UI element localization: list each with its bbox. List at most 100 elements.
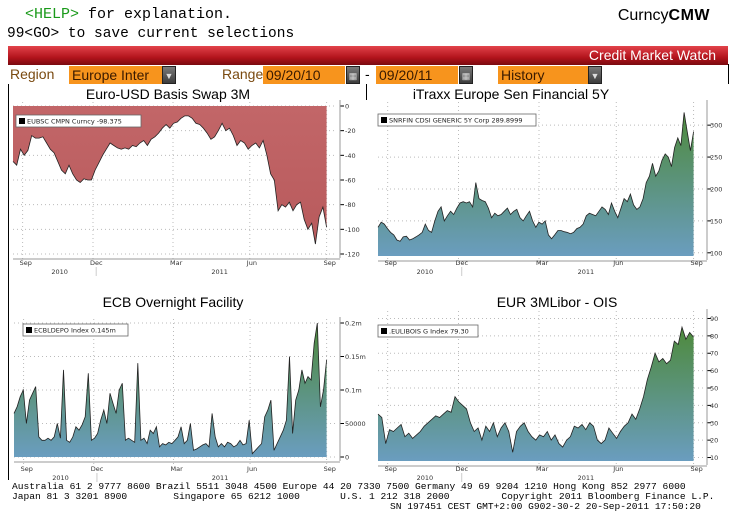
panel-border-left: [8, 84, 9, 480]
y-tick-label: 80: [710, 332, 718, 340]
y-tick-label: 30: [710, 419, 718, 427]
y-tick-label: 300: [710, 122, 722, 130]
panel-divider: [366, 84, 367, 100]
y-tick-label: 0.1m: [345, 387, 362, 395]
y-tick-label: -80: [345, 201, 356, 209]
x-tick-label: Dec: [456, 465, 469, 473]
series-area: [378, 327, 694, 461]
x-tick-label: Mar: [170, 259, 183, 267]
security-type: Curncy: [617, 7, 669, 24]
footer-phones-2: Japan 81 3 3201 8900 Singapore 65 6212 1…: [12, 491, 715, 502]
y-tick-label: 20: [710, 437, 718, 445]
y-tick-label: 0.2m: [345, 320, 362, 328]
function-mnemonic: CMW: [668, 7, 710, 24]
legend-box: [377, 113, 537, 127]
legend-box: [22, 323, 129, 337]
x-tick-label: Sep: [324, 465, 336, 473]
chart-basis-swap: 0 -20 -40 -60 -80 -100 -120 EUBSC CMPN Curncy -…: [12, 100, 360, 276]
chart-title-basis-swap: Euro-USD Basis Swap 3M: [85, 86, 251, 102]
help-text: for explanation.: [79, 6, 233, 23]
y-tick-label: -20: [345, 127, 356, 135]
range-separator: -: [365, 66, 370, 82]
footer-session: SN 197451 CEST GMT+2:00 G902-30-2 20-Sep…: [390, 501, 701, 512]
mode-dropdown[interactable]: History: [498, 66, 588, 84]
year-label: 2011: [212, 474, 229, 482]
mode-dropdown-arrow-icon[interactable]: ▼: [588, 66, 602, 84]
x-tick-label: Mar: [536, 465, 549, 473]
x-tick-label: Jun: [246, 465, 257, 473]
legend-label: .EULIBOIS G Index 79.30: [389, 328, 469, 336]
series-line: [12, 115, 327, 245]
y-tick-label: -100: [345, 226, 360, 234]
y-tick-label: 250: [710, 154, 722, 162]
series-line: [377, 325, 694, 453]
save-hint: 99<GO> to save current selections: [7, 26, 295, 42]
x-tick-label: Dec: [91, 465, 104, 473]
banner-title: Credit Market Watch: [8, 46, 728, 65]
x-tick-label: Sep: [385, 259, 397, 267]
y-tick-label: 200: [710, 185, 722, 193]
x-tick-label: Mar: [171, 465, 184, 473]
region-label: Region: [10, 66, 55, 82]
x-tick-label: Sep: [20, 259, 32, 267]
x-tick-label: Jun: [246, 259, 257, 267]
start-date-input[interactable]: 09/20/10: [263, 66, 345, 84]
series-area: [378, 112, 694, 257]
y-tick-label: 0.15m: [345, 353, 366, 361]
range-label: Range: [222, 66, 264, 82]
chart-itraxx: 100 150 200 250 300 SNRFIN CDSI GENERIC 5Y Co…: [377, 100, 722, 276]
y-tick-label: 50: [710, 385, 718, 393]
x-tick-label: Sep: [691, 465, 703, 473]
region-dropdown-arrow-icon[interactable]: ▼: [162, 66, 176, 84]
help-key[interactable]: <HELP>: [25, 6, 80, 23]
x-tick-label: Jun: [612, 465, 623, 473]
x-tick-label: Dec: [456, 259, 469, 267]
x-tick-label: Mar: [536, 259, 549, 267]
panel-border-right: [728, 64, 729, 84]
chart-title-itraxx: iTraxx Europe Sen Financial 5Y: [412, 86, 610, 102]
x-tick-label: Sep: [21, 465, 33, 473]
series-area: [14, 323, 327, 457]
chart-title-libor-ois: EUR 3MLibor - OIS: [496, 294, 618, 310]
chart-title-ecb: ECB Overnight Facility: [102, 294, 244, 310]
x-tick-label: Sep: [385, 465, 397, 473]
legend-box: [377, 324, 479, 338]
legend-label: ECBLDEPO Index 0.145m: [34, 327, 116, 335]
series-line: [377, 112, 694, 242]
legend-swatch: [19, 118, 25, 124]
x-tick-label: Dec: [90, 259, 103, 267]
year-label: 2010: [417, 268, 434, 276]
year-label: 2010: [52, 474, 69, 482]
legend-swatch: [381, 328, 387, 334]
y-tick-label: 0: [345, 454, 349, 462]
year-label: 2011: [211, 268, 228, 276]
year-label: 2010: [51, 268, 68, 276]
end-calendar-icon[interactable]: ▦: [459, 66, 473, 84]
x-tick-label: Sep: [324, 259, 336, 267]
end-date-input[interactable]: 09/20/11: [376, 66, 458, 84]
y-tick-label: 90: [710, 315, 718, 323]
y-tick-label: 40: [710, 402, 718, 410]
chart-libor-ois: 10 20 30 40 50 60 70 80 90 .EULIBOIS G Index 79.3…: [377, 309, 718, 482]
y-tick-label: 100: [710, 249, 722, 257]
year-label: 2011: [578, 474, 595, 482]
start-calendar-icon[interactable]: ▦: [346, 66, 360, 84]
function-code: CurncyCMW: [618, 7, 710, 25]
legend-box: [15, 114, 142, 128]
series-line: [13, 322, 327, 455]
y-tick-label: 0: [345, 103, 349, 111]
x-tick-label: Sep: [691, 259, 703, 267]
y-tick-label: 70: [710, 350, 718, 358]
y-tick-label: 60: [710, 367, 718, 375]
region-dropdown[interactable]: Europe Inter: [69, 66, 162, 84]
y-tick-label: -120: [345, 251, 360, 259]
footer-phones-1: Australia 61 2 9777 8600 Brazil 5511 304…: [12, 481, 686, 492]
y-tick-label: 150: [710, 217, 722, 225]
help-hint: <HELP> for explanation.: [25, 6, 232, 23]
legend-label: EUBSC CMPN Curncy -98.375: [27, 118, 122, 126]
y-tick-label: -40: [345, 152, 356, 160]
year-label: 2011: [578, 268, 595, 276]
legend-swatch: [381, 117, 387, 123]
y-tick-label: -60: [345, 177, 356, 185]
y-tick-label: 50000: [345, 420, 366, 428]
